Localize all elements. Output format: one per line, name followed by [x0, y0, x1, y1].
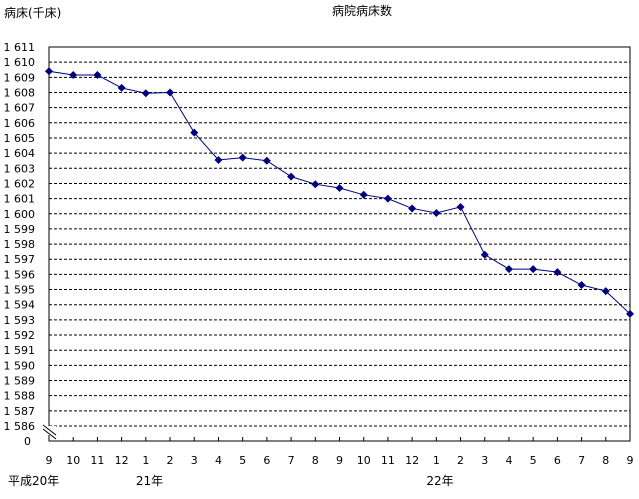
data-point-marker [238, 153, 247, 162]
data-point-marker [311, 180, 320, 189]
x-tick-label: 1 [142, 454, 149, 467]
data-point-marker [408, 204, 417, 213]
y-tick-label: 1 606 [4, 117, 36, 130]
y-tick-label: 1 607 [4, 102, 36, 115]
x-tick-label: 9 [46, 454, 53, 467]
data-point-marker [190, 128, 199, 137]
x-tick-label: 5 [530, 454, 537, 467]
year-label: 22年 [426, 474, 453, 488]
y-tick-label: 1 586 [4, 420, 36, 433]
data-point-marker [214, 155, 223, 164]
y-tick-label: 1 587 [4, 405, 36, 418]
x-tick-label: 10 [66, 454, 80, 467]
x-tick-label: 6 [554, 454, 561, 467]
chart-title: 病院病床数 [332, 3, 392, 18]
x-tick-label: 6 [263, 454, 270, 467]
y-tick-label: 1 595 [4, 284, 36, 297]
data-point-marker [480, 250, 489, 259]
data-point-marker [166, 88, 175, 97]
y-tick-label: 1 601 [4, 193, 36, 206]
x-tick-label: 12 [405, 454, 419, 467]
x-tick-label: 11 [90, 454, 104, 467]
y-tick-label: 1 605 [4, 132, 36, 145]
x-tick-label: 2 [457, 454, 464, 467]
data-point-marker [359, 190, 368, 199]
series-line [45, 67, 634, 318]
y-tick-label: 1 596 [4, 268, 36, 281]
y-tick-label: 1 594 [4, 299, 36, 312]
y-tick-label: 1 591 [4, 344, 36, 357]
y-tick-label: 1 589 [4, 375, 36, 388]
x-tick-labels: 9 10 11 12 1 2 3 4 5 6 7 8 9 10 11 12 1 2 3 4 5 6 7 8 9 [46, 437, 634, 467]
gridlines [49, 61, 630, 427]
y-tick-label: 1 593 [4, 314, 36, 327]
data-point-marker [287, 172, 296, 181]
x-tick-label: 8 [312, 454, 319, 467]
y-tick-label: 1 590 [4, 359, 36, 372]
y-tick-label: 1 610 [4, 56, 36, 69]
x-tick-label: 2 [167, 454, 174, 467]
x-tick-label: 9 [627, 454, 634, 467]
x-tick-label: 11 [381, 454, 395, 467]
data-point-marker [117, 83, 126, 92]
data-point-marker [456, 202, 465, 211]
y-tick-label: 1 608 [4, 86, 36, 99]
x-tick-label: 1 [433, 454, 440, 467]
y-tick-label: 1 611 [4, 41, 36, 54]
y-tick-label: 1 602 [4, 177, 36, 190]
year-label: 21年 [136, 474, 163, 488]
y-tick-labels: 1 611 1 610 1 609 1 608 1 607 1 606 1 605 1 604… [4, 41, 36, 448]
x-tick-label: 4 [215, 454, 222, 467]
y-tick-label: 1 599 [4, 223, 36, 236]
data-point-marker [93, 71, 102, 80]
y-tick-label: 1 597 [4, 253, 36, 266]
data-point-marker [504, 265, 513, 274]
axis-break-icon [42, 424, 57, 440]
data-point-marker [577, 281, 586, 290]
x-tick-label: 10 [357, 454, 371, 467]
y-tick-label: 1 604 [4, 147, 36, 160]
data-point-marker [69, 71, 78, 80]
data-point-marker [262, 156, 271, 165]
data-point-marker [626, 309, 634, 318]
y-axis-label: 病床(千床) [4, 5, 61, 20]
y-tick-label: 1 598 [4, 238, 36, 251]
year-labels: 平成20年 21年 22年 [8, 474, 454, 488]
x-tick-label: 4 [505, 454, 512, 467]
y-tick-label: 1 603 [4, 162, 36, 175]
x-tick-label: 5 [239, 454, 246, 467]
data-point-marker [601, 287, 610, 296]
y-tick-label: 0 [24, 435, 31, 448]
x-tick-label: 3 [481, 454, 488, 467]
x-tick-label: 9 [336, 454, 343, 467]
x-tick-label: 7 [578, 454, 585, 467]
x-tick-label: 12 [115, 454, 129, 467]
data-point-marker [45, 67, 53, 76]
data-point-marker [141, 89, 150, 98]
data-point-marker [432, 209, 441, 218]
data-point-marker [383, 194, 392, 203]
data-point-marker [553, 268, 562, 277]
data-point-marker [335, 183, 344, 192]
x-tick-label: 3 [191, 454, 198, 467]
y-tick-label: 1 609 [4, 71, 36, 84]
x-tick-label: 7 [288, 454, 295, 467]
y-tick-label: 1 600 [4, 208, 36, 221]
data-point-marker [529, 265, 538, 274]
y-tick-label: 1 592 [4, 329, 36, 342]
plot-frame [48, 46, 631, 442]
year-label: 平成20年 [8, 474, 59, 488]
x-tick-label: 8 [602, 454, 609, 467]
y-tick-label: 1 588 [4, 390, 36, 403]
